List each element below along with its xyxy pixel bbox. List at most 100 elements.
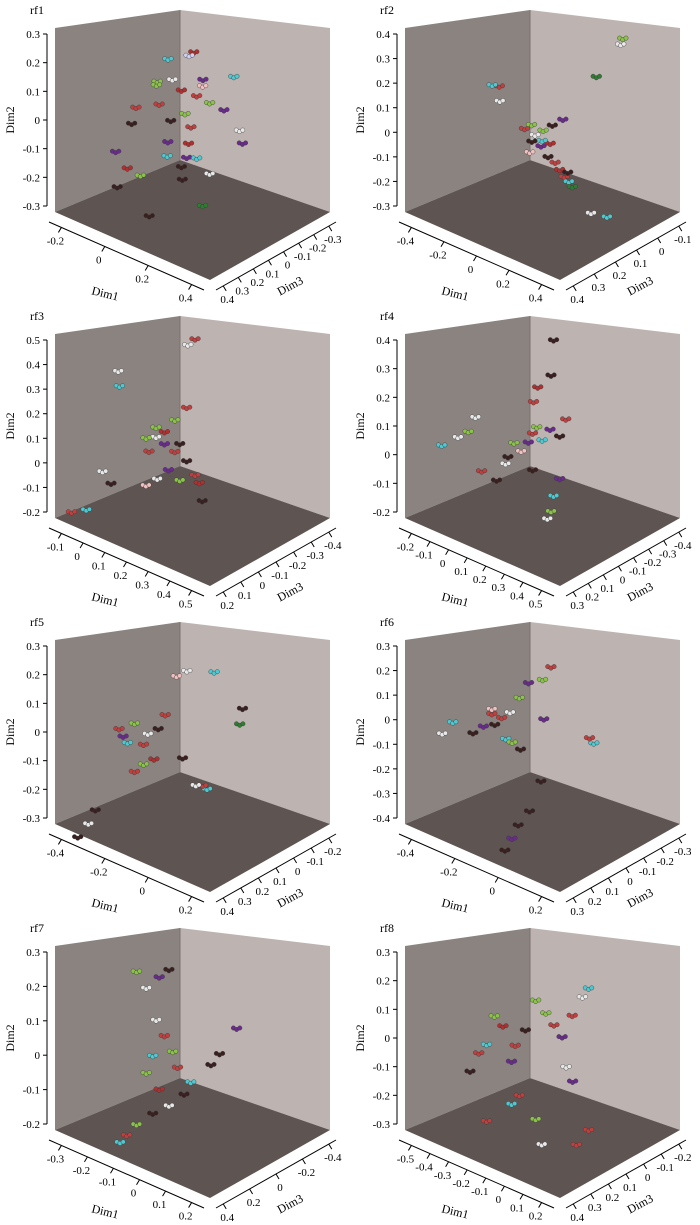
data-point-cluster [469, 414, 482, 421]
dim2-tick-label: 0.2 [376, 78, 390, 90]
data-point [553, 122, 558, 128]
data-point [521, 448, 527, 454]
data-point [195, 336, 201, 342]
data-point-cluster [236, 705, 249, 713]
data-point [149, 213, 155, 219]
dim3-tick [587, 583, 592, 589]
chart-panel-rf2: 0.4 0.3 0.2 0.1 0 -0.1 -0.2 -0.3 Dim2 -0.4 -0.2 0 0.… [350, 0, 700, 306]
data-point-cluster [535, 143, 547, 150]
data-point-cluster [190, 782, 202, 789]
data-point-cluster [563, 178, 575, 186]
dim2-tick-label: -0.2 [373, 764, 390, 776]
data-point [573, 1078, 579, 1084]
data-point-cluster [128, 768, 141, 776]
data-point [551, 508, 557, 514]
data-point-cluster [153, 1086, 165, 1093]
dim2-tick-label: -0.1 [23, 756, 40, 768]
data-point [180, 440, 186, 446]
data-point [103, 468, 109, 474]
chart-svg-rf3: 0.50.40.30.20.10-0.1-0.2Dim2-0.100.10.20… [3, 309, 342, 612]
dim3-tick [293, 857, 298, 864]
dim3-tick [275, 867, 280, 874]
dim1-tick [407, 1145, 412, 1151]
floor [405, 466, 680, 586]
data-point [573, 183, 578, 189]
data-point [621, 41, 627, 47]
dim2-tick-label: 0 [35, 458, 41, 470]
dim2-tick-label: -0.1 [373, 739, 390, 751]
dim1-tick [482, 565, 487, 572]
data-point [487, 1041, 493, 1047]
data-points-rf3 [65, 336, 208, 516]
data-point-cluster [137, 741, 150, 749]
dim2-tick-label: -0.2 [23, 1119, 40, 1131]
dim3-tick-label: 0.4 [570, 294, 584, 306]
data-point-cluster [548, 1022, 560, 1029]
dim1-tick-label: 0.1 [510, 1202, 524, 1214]
dim2-tick-label: -0.1 [23, 482, 40, 494]
data-points-rf8 [464, 985, 595, 1149]
dim3-tick [663, 540, 668, 546]
dim3-tick-label: -0.2 [298, 1167, 315, 1179]
data-point [563, 116, 569, 122]
dim1-tick [407, 839, 412, 845]
dim3-tick-label: -0.1 [294, 251, 311, 263]
data-point [538, 384, 544, 390]
left-wall [55, 622, 180, 824]
dim3-tick-label: 0.2 [256, 886, 270, 898]
dim2-tick-label: 0.1 [376, 1004, 390, 1016]
dim1-tick [463, 1169, 468, 1176]
dim2-tick-label: 0.2 [376, 666, 390, 678]
data-point-cluster [556, 1034, 568, 1041]
data-point [119, 726, 125, 731]
dim1-tick-label: -0.2 [429, 250, 446, 262]
data-point-cluster [529, 132, 541, 139]
data-point-cluster [519, 1027, 532, 1034]
dim2-tick-label: -0.3 [23, 813, 41, 825]
data-point-cluster [527, 399, 540, 406]
data-point-cluster [189, 472, 201, 479]
data-point [525, 125, 531, 131]
dim1-tick-label: -0.2 [440, 866, 457, 878]
data-point [554, 337, 560, 343]
data-point-cluster [153, 974, 165, 981]
data-point-cluster [508, 440, 520, 447]
data-point [550, 426, 556, 432]
dim3-tick-label: 0.1 [238, 590, 252, 602]
dim1-tick [519, 1194, 524, 1200]
dim2-tick-label: 0 [385, 715, 391, 727]
dim3-tick-label: -0.1 [629, 566, 646, 578]
dim3-tick [275, 561, 280, 568]
dim3-tick-label: -0.1 [271, 570, 288, 582]
data-point-cluster [130, 968, 143, 975]
data-point [203, 76, 209, 82]
dim1-tick-label: -0.2 [90, 866, 107, 878]
data-point [560, 475, 566, 481]
data-point-cluster [513, 1092, 525, 1099]
dim1-tick [482, 1177, 487, 1184]
data-point [120, 1139, 126, 1145]
dim1-axis-title: Dim1 [440, 895, 470, 915]
data-point-cluster [113, 383, 126, 390]
dim2-tick-label: -0.2 [373, 176, 390, 188]
data-point-cluster [193, 479, 205, 487]
dim3-tick [240, 887, 245, 894]
dim2-tick-label: 0.2 [26, 670, 40, 682]
data-point-cluster [549, 159, 561, 167]
data-point [495, 1013, 500, 1019]
data-point [569, 178, 575, 184]
data-point-cluster [582, 1127, 595, 1134]
dim1-tick [500, 573, 505, 580]
dim3-tick [257, 877, 262, 884]
dim3-tick [237, 277, 242, 283]
dim3-tick [328, 225, 333, 232]
data-point [583, 994, 589, 1000]
dim1-tick-label: -0.4 [397, 235, 415, 247]
data-point-cluster [112, 368, 124, 375]
chart-svg-rf2: 0.4 0.3 0.2 0.1 0 -0.1 -0.2 -0.3 Dim2 -0.4 -0.2 0 0.… [353, 3, 692, 306]
dim3-axis-title: Dim3 [275, 579, 306, 604]
data-point-cluster [547, 337, 560, 344]
dim2-tick-label: 0.1 [376, 421, 390, 433]
data-point [159, 101, 165, 107]
dim1-tick [166, 580, 171, 587]
